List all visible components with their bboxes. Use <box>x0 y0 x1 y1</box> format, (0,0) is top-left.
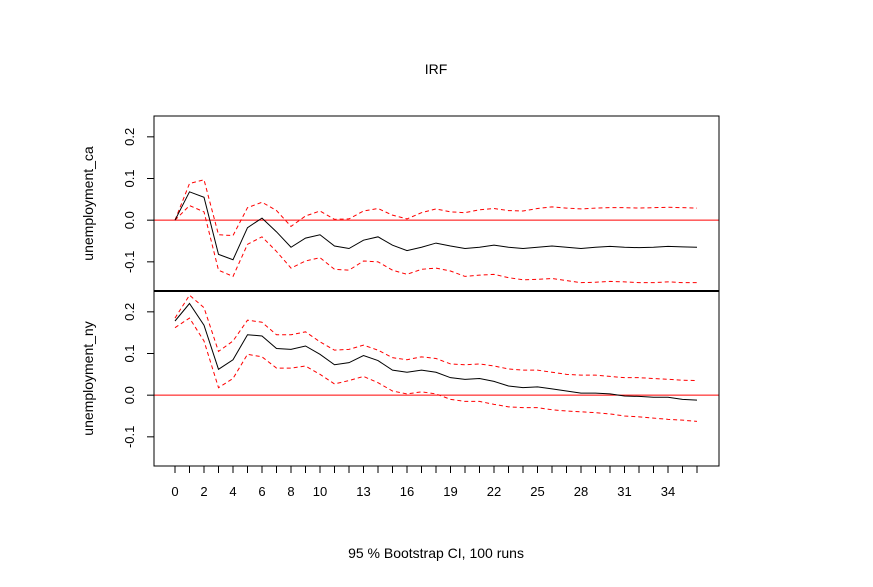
panel-1-y-axis-title: unemployment_ca <box>80 146 96 261</box>
panel-1-y-tick-label: 0.0 <box>122 211 137 229</box>
x-tick-label: 8 <box>287 484 294 499</box>
chart-title: IRF <box>425 61 448 77</box>
panel-1-y-tick-label: -0.1 <box>122 251 137 273</box>
x-tick-label: 16 <box>400 484 414 499</box>
x-tick-label: 4 <box>229 484 236 499</box>
x-tick-label: 2 <box>200 484 207 499</box>
panel-2-y-tick-label: 0.0 <box>122 386 137 404</box>
panel-2-ci-upper <box>174 294 698 382</box>
panel-1-y-tick-label: 0.1 <box>122 169 137 187</box>
panel-1-frame <box>153 115 720 292</box>
panel-2-irf-line <box>174 302 698 401</box>
panel-1-y-tick-label: 0.2 <box>122 128 137 146</box>
panel-2-ci-lower <box>174 317 698 422</box>
x-tick-label: 0 <box>171 484 178 499</box>
x-tick-label: 25 <box>530 484 544 499</box>
panel-2-frame <box>153 290 720 467</box>
panel-2-y-tick-label: 0.2 <box>122 303 137 321</box>
x-tick-label: 22 <box>487 484 501 499</box>
panel-2-y-tick-label: -0.1 <box>122 426 137 448</box>
panel-2-y-tick-label: 0.1 <box>122 344 137 362</box>
x-tick-label: 10 <box>313 484 327 499</box>
x-tick-label: 31 <box>617 484 631 499</box>
x-tick-label: 28 <box>574 484 588 499</box>
panel-1-irf-line <box>174 191 698 261</box>
panel-2-y-axis-title: unemployment_ny <box>80 321 96 435</box>
panel-1-ci-upper <box>174 179 698 237</box>
chart-footer: 95 % Bootstrap CI, 100 runs <box>348 545 524 561</box>
x-tick-label: 6 <box>258 484 265 499</box>
x-tick-label: 34 <box>661 484 675 499</box>
x-tick-label: 13 <box>356 484 370 499</box>
x-tick-label: 19 <box>443 484 457 499</box>
panel-1-ci-lower <box>174 204 697 284</box>
